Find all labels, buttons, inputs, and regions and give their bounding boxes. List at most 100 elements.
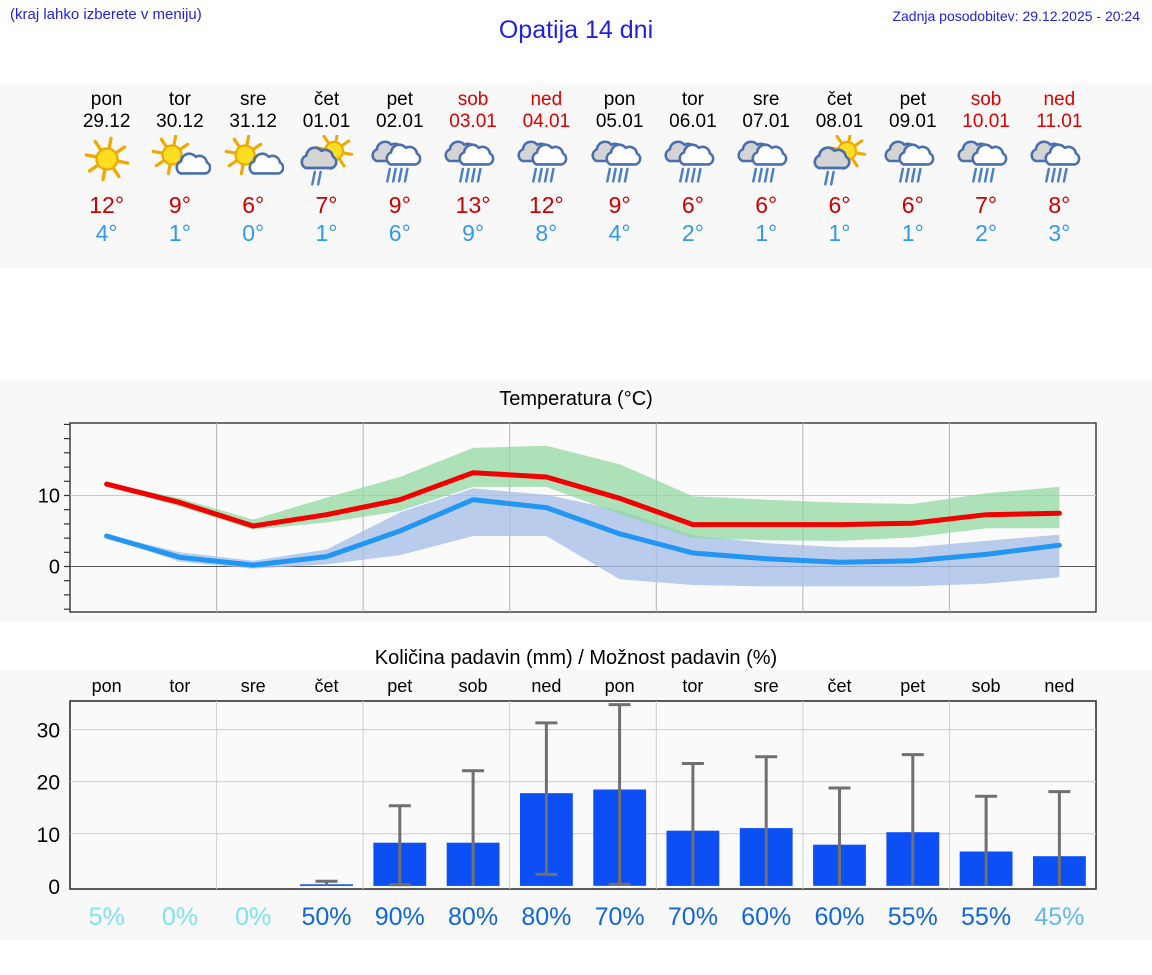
last-updated: Zadnja posodobitev: 29.12.2025 - 20:24 [892, 8, 1140, 24]
day-date: 07.01 [742, 111, 790, 132]
day-name: čet [313, 89, 340, 110]
day-date: 10.01 [962, 111, 1010, 132]
cloud-rain-icon [361, 135, 439, 191]
day-date: 08.01 [815, 111, 864, 132]
cloud-rain-icon [434, 135, 512, 191]
precipitation-day-label: sob [971, 676, 1001, 696]
daily-forecast-strip: pon 29.12 12° 4° tor 30.12 9° 1° sre 31.12 6° 0° čet… [0, 83, 1152, 268]
precipitation-probability-label: 0% [161, 903, 198, 931]
page-title: Opatija 14 dni [498, 16, 654, 44]
day-low-temp: 1° [828, 220, 851, 246]
precipitation-probability-label: 80% [521, 903, 572, 931]
day-date: 01.01 [302, 111, 351, 132]
precipitation-chart-title: Količina padavin (mm) / Možnost padavin … [374, 647, 778, 669]
forecast-day-column[interactable]: sob 03.01 13° 9° [434, 83, 512, 268]
sun-icon [68, 135, 146, 191]
day-low-temp: 8° [535, 220, 558, 246]
cloud-rain-icon [874, 135, 952, 191]
precipitation-probability-label: 5% [88, 903, 125, 931]
sun-cloud-icon [141, 135, 219, 191]
cloud-rain-icon [1020, 135, 1098, 191]
precipitation-probability-label: 80% [448, 903, 499, 931]
day-name: ned [1043, 89, 1076, 110]
forecast-day-column[interactable]: sre 07.01 6° 1° [727, 83, 805, 268]
precipitation-day-label: pet [387, 676, 413, 696]
day-high-temp: 9° [168, 192, 191, 218]
day-high-temp: 6° [901, 192, 924, 218]
day-date: 03.01 [449, 111, 497, 132]
svg-text:0: 0 [48, 876, 60, 899]
day-high-temp: 12° [528, 192, 564, 218]
day-low-temp: 9° [462, 220, 485, 246]
day-low-temp: 1° [168, 220, 191, 246]
temperature-chart: 0 10 [38, 422, 1097, 613]
sun-cloud-rain-icon [801, 135, 879, 191]
svg-text:30: 30 [37, 720, 60, 743]
forecast-day-column[interactable]: pon 05.01 9° 4° [581, 83, 659, 268]
day-high-temp: 13° [455, 192, 491, 218]
day-date: 05.01 [595, 111, 644, 132]
cloud-rain-icon [947, 135, 1025, 191]
day-high-temp: 7° [975, 192, 998, 218]
precipitation-probability-label: 70% [594, 903, 645, 931]
precipitation-probability-label: 0% [235, 903, 272, 931]
day-date: 02.01 [376, 111, 424, 132]
precipitation-probability-label: 70% [667, 903, 718, 931]
forecast-day-column[interactable]: ned 04.01 12° 8° [507, 83, 585, 268]
cloud-rain-icon [507, 135, 585, 191]
precipitation-probability-label: 45% [1034, 903, 1085, 931]
precipitation-probability-label: 50% [301, 903, 352, 931]
precipitation-probability-label: 90% [374, 903, 425, 931]
day-high-temp: 7° [315, 192, 338, 218]
forecast-day-column[interactable]: pon 29.12 12° 4° [68, 83, 146, 268]
day-high-temp: 6° [828, 192, 851, 218]
cloud-rain-icon [727, 135, 805, 191]
forecast-day-column[interactable]: sob 10.01 7° 2° [947, 83, 1025, 268]
day-high-temp: 9° [608, 192, 631, 218]
day-high-temp: 8° [1048, 192, 1071, 218]
day-date: 04.01 [522, 111, 571, 132]
precipitation-day-label: pet [900, 676, 926, 696]
precipitation-day-label: pon [91, 676, 122, 696]
forecast-day-column[interactable]: čet 08.01 6° 1° [801, 83, 879, 268]
precipitation-day-label: tor [682, 676, 704, 696]
forecast-day-column[interactable]: ned 11.01 8° 3° [1020, 83, 1098, 268]
day-date: 09.01 [889, 111, 937, 132]
cloud-rain-icon [654, 135, 732, 191]
precipitation-day-label: čet [314, 676, 339, 696]
sun-cloud-icon [214, 135, 292, 191]
sun-cloud-rain-icon [288, 135, 366, 191]
day-name: pon [90, 89, 123, 110]
forecast-day-column[interactable]: pet 02.01 9° 6° [361, 83, 439, 268]
top-bar: (kraj lahko izberete v meniju) Opatija 1… [0, 0, 1152, 46]
precipitation-probability-label: 60% [741, 903, 792, 931]
day-low-temp: 4° [608, 220, 631, 246]
forecast-day-column[interactable]: sre 31.12 6° 0° [214, 83, 292, 268]
forecast-day-column[interactable]: tor 30.12 9° 1° [141, 83, 219, 268]
day-name: pet [899, 89, 926, 110]
svg-text:10: 10 [37, 824, 60, 847]
day-name: tor [681, 89, 705, 110]
forecast-day-column[interactable]: čet 01.01 7° 1° [288, 83, 366, 268]
day-name: sre [753, 89, 780, 110]
day-low-temp: 4° [95, 220, 118, 246]
cloud-rain-icon [581, 135, 659, 191]
menu-hint: (kraj lahko izberete v meniju) [10, 6, 202, 23]
svg-text:0: 0 [49, 557, 60, 579]
precipitation-day-label: sre [240, 676, 266, 696]
day-low-temp: 2° [975, 220, 998, 246]
precipitation-chart: 0 10 20 30 [37, 700, 1097, 899]
forecast-day-column[interactable]: pet 09.01 6° 1° [874, 83, 952, 268]
temperature-chart-title-top: Temperatura (°C) [499, 388, 653, 410]
day-name: sob [970, 89, 1002, 110]
precipitation-probability-label: 55% [887, 903, 938, 931]
day-low-temp: 1° [755, 220, 778, 246]
precipitation-day-label: ned [531, 676, 562, 696]
day-low-temp: 0° [242, 220, 265, 246]
day-date: 06.01 [669, 111, 717, 132]
forecast-day-column[interactable]: tor 06.01 6° 2° [654, 83, 732, 268]
day-date: 31.12 [229, 111, 277, 132]
day-low-temp: 3° [1048, 220, 1071, 246]
day-name: tor [168, 89, 192, 110]
